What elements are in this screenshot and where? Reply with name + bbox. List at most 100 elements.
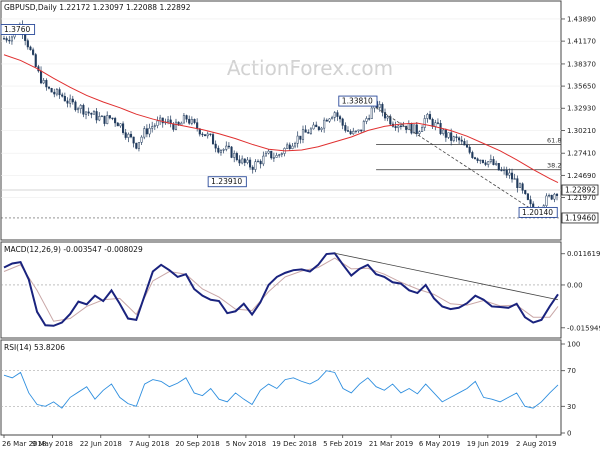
watermark: ActionForex.com [227,56,393,80]
candle-body [503,169,506,171]
candle-body [333,112,336,118]
candle-body [262,155,265,165]
candle-body [331,117,334,120]
candle-body [79,105,82,109]
candle-body [256,160,260,163]
candle-body [50,88,53,93]
candle-body [8,39,11,42]
candle-body [288,144,291,149]
candle-body [410,123,413,134]
x-tick-label: 19 Jun 2019 [467,440,509,448]
x-tick-label: 9 May 2018 [32,440,73,448]
candle-body [108,115,111,119]
candle-body [434,122,437,127]
candle-body [399,125,402,127]
candle-body [423,118,426,128]
x-tick-label: 6 May 2019 [419,440,460,448]
candle-body [516,178,519,188]
candle-body [280,153,283,155]
candle-body [137,142,140,149]
candle-body [219,150,223,153]
candle-body [508,172,511,176]
candle-body [34,54,37,67]
candle-body [362,121,365,132]
candle-body [344,125,347,131]
candle-body [370,107,373,119]
candle-body [69,98,72,104]
macd-tick-label: 0.00 [567,281,583,289]
candle-body [53,91,56,95]
candle-body [55,89,58,95]
candle-body [518,183,522,188]
candle-body [323,119,326,129]
candle-body [526,193,529,200]
candle-body [460,139,463,142]
candle-body [71,98,74,103]
x-tick-label: 19 Dec 2018 [272,440,317,448]
candle-body [26,40,29,48]
candle-body [156,120,159,126]
annotation-box [0,24,36,35]
candle-body [254,161,257,170]
candle-body [360,129,363,132]
price-tick-label: 1.43890 [567,15,596,23]
candle-body [106,115,109,124]
annotation-label: 1.3760 [4,25,30,34]
candle-body [378,104,381,108]
candle-body [550,194,553,200]
rsi-grid [1,370,561,407]
candle-body [476,158,479,161]
candle-body [116,122,119,127]
candle-body [153,125,156,127]
candle-body [307,132,310,134]
candle-body [309,128,312,134]
candle-body [394,126,397,129]
candle-body [286,144,289,149]
candle-body [458,137,461,141]
candle-body [129,133,133,138]
candle-body [190,119,193,124]
candle-body [413,124,416,134]
candle-body [151,126,154,129]
candle-body [418,131,421,134]
price-tick-label: 1.32930 [567,105,596,113]
annotation-box [518,206,558,218]
candle-body [119,123,122,127]
rsi-y-axis: 100 70 30 0 [561,341,580,438]
macd-pane-title: MACD(12,26,9) -0.003547 -0.008029 [4,245,143,254]
candle-body [259,160,262,165]
candle-body [317,126,320,130]
macd-tick-label: -0.015949 [567,324,600,332]
rsi-tick-label: 0 [567,430,571,438]
macd-trendline [334,252,559,301]
candle-body [468,146,471,153]
candle-body [5,38,8,41]
candle-body [148,127,151,135]
candle-body [222,149,225,151]
candle-body [365,118,368,122]
candle-body [124,132,127,138]
macd-lines [3,252,559,327]
macd-tick-label: 0.011619 [567,250,600,258]
candle-body [513,178,516,180]
macd-pane-frame [0,241,562,339]
candle-body [545,195,548,206]
x-tick-label: 5 Nov 2018 [226,440,266,448]
candle-body [95,111,98,121]
price-pane-title: GBPUSD,Daily 1.22172 1.23097 1.22088 1.2… [4,3,191,12]
candle-body [352,130,355,135]
current-price-label: 1.22892 [565,186,596,195]
price-trendline [375,107,539,214]
candle-body [452,136,455,141]
candle-body [270,150,273,159]
candle-body [230,146,233,158]
candle-body [167,119,170,123]
candle-body [211,134,215,145]
candle-body [140,136,143,143]
candle-body [336,112,339,117]
annotation-label: 1.20140 [522,208,553,217]
candle-body [444,129,447,138]
x-tick-label: 5 Feb 2019 [323,440,362,448]
